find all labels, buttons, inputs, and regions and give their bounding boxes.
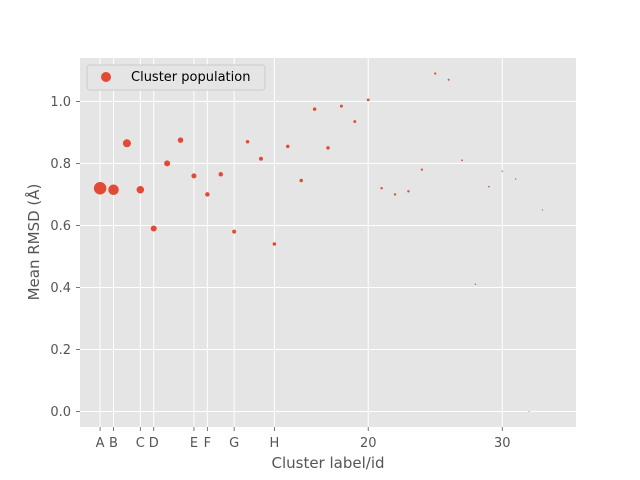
gridlines <box>80 58 576 427</box>
data-point <box>366 98 370 102</box>
data-point <box>191 173 197 179</box>
legend-label: Cluster population <box>131 70 250 85</box>
data-point <box>488 185 490 188</box>
data-point <box>528 410 530 412</box>
data-point <box>122 139 131 148</box>
y-tick-label: 0.6 <box>50 219 71 234</box>
data-point <box>447 78 450 81</box>
x-tick-label: E <box>190 436 198 451</box>
data-point <box>461 159 463 162</box>
x-tick-label: A <box>96 436 105 451</box>
x-axis-label: Cluster label/id <box>271 454 384 472</box>
data-point <box>514 178 517 180</box>
data-point <box>286 144 290 149</box>
data-point <box>339 104 343 108</box>
data-point <box>420 168 423 171</box>
y-tick-label: 1.0 <box>50 95 71 110</box>
data-point <box>232 229 237 234</box>
legend-marker <box>101 72 111 82</box>
data-point <box>326 146 330 150</box>
legend-box <box>86 64 266 91</box>
x-tick-label: B <box>109 436 118 451</box>
data-point <box>93 181 107 195</box>
data-point <box>164 160 171 167</box>
data-point <box>353 120 357 123</box>
x-tick-label: F <box>204 436 211 451</box>
data-point <box>474 283 477 286</box>
data-point <box>501 170 503 172</box>
data-point <box>380 187 383 190</box>
data-point <box>434 72 437 75</box>
data-point <box>541 209 544 211</box>
data-point <box>272 242 277 246</box>
data-point <box>218 172 224 177</box>
x-tick-label: G <box>229 436 239 451</box>
data-points <box>93 72 544 412</box>
data-point <box>108 184 119 196</box>
data-point <box>136 186 145 194</box>
data-point <box>407 190 410 193</box>
data-point <box>205 192 210 197</box>
data-point <box>150 225 157 232</box>
y-tick-label: 0.8 <box>50 157 71 172</box>
x-tick-label: C <box>136 436 145 451</box>
x-tick-label: H <box>269 436 279 451</box>
y-tick-label: 0.0 <box>50 405 71 420</box>
data-point <box>177 137 184 143</box>
y-tick-label: 0.2 <box>50 343 71 358</box>
data-point <box>312 107 317 111</box>
data-point <box>258 156 263 161</box>
x-tick-label: 30 <box>494 436 511 451</box>
plot-area <box>80 58 576 427</box>
y-tick-label: 0.4 <box>50 281 71 296</box>
y-axis-label: Mean RMSD (Å) <box>24 184 43 301</box>
x-tick-label: D <box>149 436 159 451</box>
data-point <box>393 193 397 196</box>
axis-ticks: A B C D E F G H 20 30 0.0 0.2 0.4 0.6 0.8 1.0 <box>50 95 510 451</box>
data-point <box>299 178 303 183</box>
x-tick-label: 20 <box>360 436 377 451</box>
data-point <box>245 139 250 144</box>
legend: Cluster population <box>86 64 266 91</box>
